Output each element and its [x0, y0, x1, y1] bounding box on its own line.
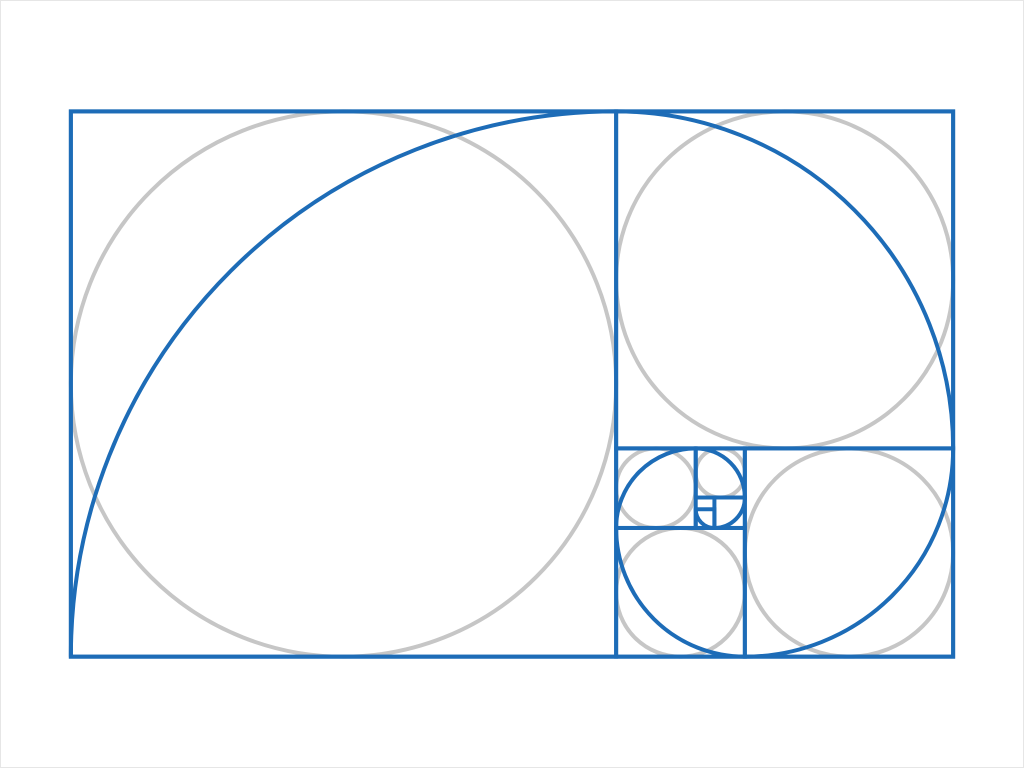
- squares-layer: [71, 111, 953, 656]
- golden-spiral-diagram: [1, 0, 1023, 768]
- inscribed-circle-sq3: [745, 448, 953, 656]
- inscribed-circle-sq2: [616, 111, 953, 448]
- canvas-container: [0, 0, 1024, 768]
- inscribed-circle-sq1: [71, 111, 616, 656]
- spiral-arc-sq1: [71, 111, 616, 656]
- outer-rectangle: [71, 111, 953, 656]
- spiral-arc-sq7: [714, 498, 744, 528]
- golden-square-sq1: [71, 111, 616, 656]
- spiral-layer: [71, 111, 953, 656]
- inscribed-circles-layer: [71, 111, 953, 656]
- spiral-arc-sq8: [696, 509, 715, 528]
